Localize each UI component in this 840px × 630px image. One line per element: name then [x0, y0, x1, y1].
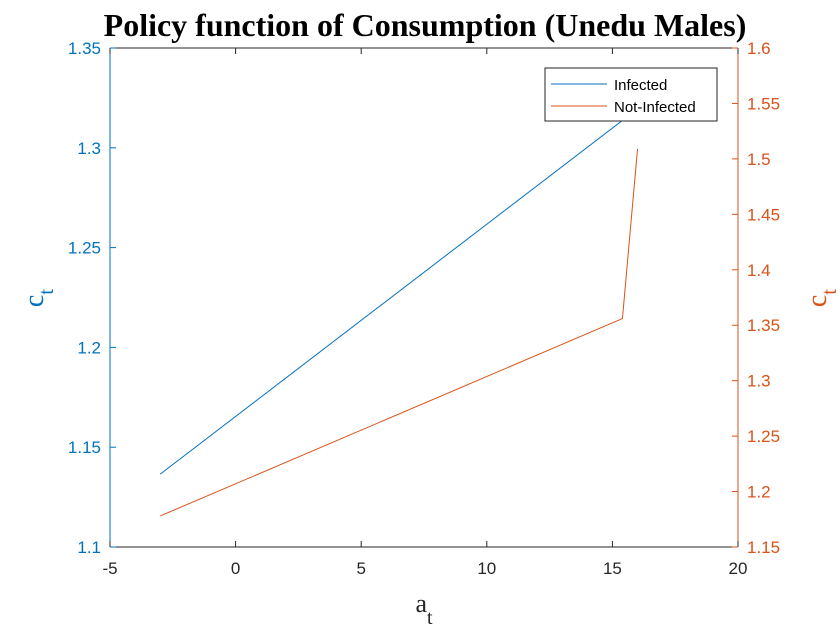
y-left-tick-label: 1.25 — [68, 239, 101, 258]
plot-background — [110, 48, 738, 547]
y-right-tick-label: 1.4 — [747, 261, 771, 280]
y-left-tick-label: 1.2 — [77, 338, 101, 357]
plot-area — [110, 48, 738, 547]
y-right-tick-label: 1.3 — [747, 372, 771, 391]
y-left-tick-label: 1.3 — [77, 139, 101, 158]
chart-title: Policy function of Consumption (Unedu Ma… — [104, 7, 747, 43]
x-tick-label: -5 — [102, 559, 117, 578]
y-right-tick-label: 1.55 — [747, 94, 780, 113]
x-tick-label: 5 — [356, 559, 365, 578]
legend-label-infected: Infected — [614, 77, 667, 94]
x-axis-label: at — [415, 589, 433, 629]
y-right-tick-label: 1.6 — [747, 39, 771, 58]
y-axis-left-label-base: c — [19, 295, 50, 307]
y-axis-right-label-sub: t — [817, 289, 840, 295]
y-left-tick-label: 1.35 — [68, 39, 101, 58]
legend-box — [544, 67, 718, 122]
x-axis-label-sub: t — [427, 607, 433, 629]
x-tick-label: 20 — [729, 559, 748, 578]
series-line-infected — [159, 108, 638, 475]
y-right-tick-label: 1.25 — [747, 427, 780, 446]
series-line-not-infected — [160, 148, 639, 517]
x-tick-label: 15 — [603, 559, 622, 578]
y-axis-right-label-base: c — [802, 295, 833, 307]
y-right-tick-label: 1.35 — [747, 316, 780, 335]
y-right-tick-label: 1.45 — [747, 205, 780, 224]
y-right-tick-label: 1.15 — [747, 538, 780, 557]
y-axis-left-label-sub: t — [34, 289, 58, 295]
legend: Infected Not-Infected — [544, 67, 718, 122]
y-left-tick-label: 1.15 — [68, 438, 101, 457]
legend-label-not-infected: Not-Infected — [614, 99, 696, 116]
y-axis-right-label: ct — [802, 289, 840, 307]
series-layer — [159, 108, 639, 517]
ticks-layer: -5 0 5 10 15 20 1.1 1.15 1.2 1.25 1.3 1.35 1.15 1.2 1.… — [68, 39, 780, 578]
y-axis-left-label: ct — [19, 289, 58, 307]
x-tick-label: 0 — [231, 559, 240, 578]
y-right-tick-label: 1.2 — [747, 483, 771, 502]
y-right-tick-label: 1.5 — [747, 150, 771, 169]
y-left-tick-label: 1.1 — [77, 538, 101, 557]
x-axis-label-base: a — [415, 589, 427, 618]
axes-layer — [109, 47, 739, 548]
x-tick-label: 10 — [477, 559, 496, 578]
